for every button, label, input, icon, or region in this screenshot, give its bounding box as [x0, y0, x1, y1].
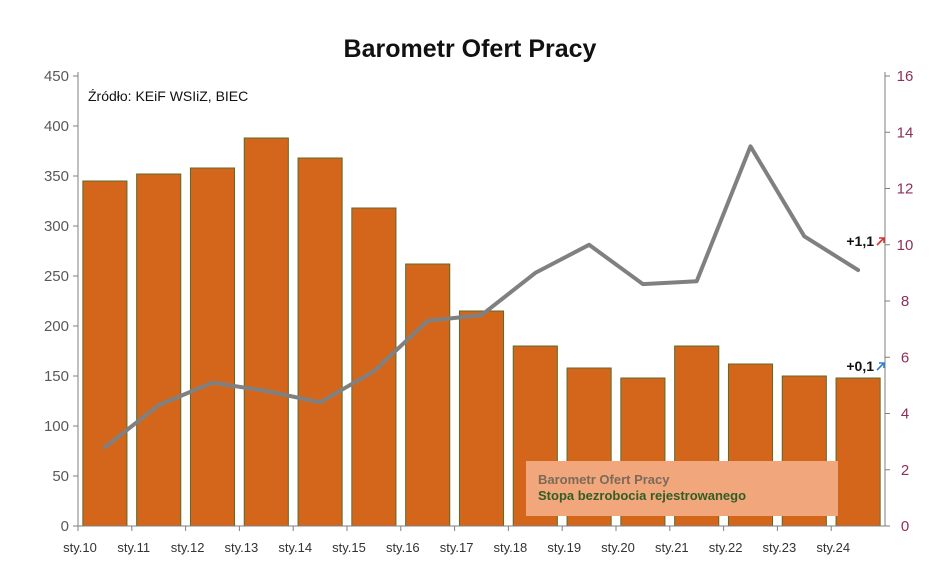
x-tick-label: sty.10 [63, 540, 97, 555]
annotation-unemployment: +1,1 [846, 233, 885, 249]
x-tick-label: sty.11 [117, 540, 150, 555]
x-tick-label: sty.14 [278, 540, 312, 555]
y-left-tick-label: 100 [44, 418, 69, 435]
y-left-tick-labels: 0 50 100 150 200 250 300 350 400 450 [44, 68, 78, 535]
y-right-tick-label: 2 [901, 462, 909, 479]
y-right-tick-label: 8 [901, 293, 909, 310]
x-tick-label: sty.23 [763, 540, 797, 555]
y-right-tick-label: 4 [901, 406, 909, 423]
x-tick-label: sty.13 [225, 540, 259, 555]
legend-item-barometer: Barometr Ofert Pracy [538, 472, 670, 487]
bar [243, 137, 289, 527]
bar [835, 377, 881, 527]
legend-box [526, 461, 838, 516]
x-tick-label: sty.12 [171, 540, 205, 555]
bar [136, 173, 182, 527]
bar [351, 207, 397, 527]
x-tick-label: sty.15 [332, 540, 366, 555]
y-left-tick-label: 350 [44, 168, 69, 185]
x-tick-label: sty.22 [709, 540, 743, 555]
x-tick-labels: sty.10 sty.11 sty.12 sty.13 sty.14 sty.15 sty.… [63, 526, 850, 555]
chart-title: Barometr Ofert Pracy [344, 35, 597, 63]
y-left-tick-label: 50 [52, 468, 69, 485]
y-right-tick-label: 0 [901, 518, 909, 535]
annotation-barometer: +0,1 [846, 358, 885, 374]
legend: Barometr Ofert Pracy Stopa bezrobocia re… [526, 461, 838, 516]
bar [189, 167, 236, 527]
x-tick-label: sty.18 [494, 540, 528, 555]
y-left-tick-label: 400 [44, 118, 69, 135]
bar [405, 263, 451, 527]
y-right-tick-label: 10 [897, 237, 914, 254]
y-right-tick-label: 16 [897, 68, 914, 85]
y-left-tick-label: 300 [44, 218, 69, 235]
legend-item-unemployment: Stopa bezrobocia rejestrowanego [538, 488, 746, 503]
y-right-tick-label: 14 [897, 124, 914, 141]
source-label: Źródło: KEiF WSIiZ, BIEC [88, 88, 248, 104]
bar [458, 310, 505, 527]
arrow-up-icon [876, 237, 885, 246]
y-left-tick-label: 200 [44, 318, 69, 335]
annotation-barometer-label: +0,1 [846, 358, 874, 374]
x-tick-label: sty.24 [816, 540, 850, 555]
y-right-tick-label: 6 [901, 349, 909, 366]
annotation-unemployment-label: +1,1 [846, 233, 874, 249]
y-right-tick-labels: 0 2 4 6 8 10 12 14 16 [885, 68, 913, 535]
x-tick-label: sty.21 [655, 540, 689, 555]
bar [82, 180, 128, 527]
x-tick-label: sty.16 [386, 540, 420, 555]
x-tick-label: sty.20 [601, 540, 635, 555]
bar-series [82, 137, 881, 527]
y-left-tick-label: 250 [44, 268, 69, 285]
y-left-tick-label: 450 [44, 68, 69, 85]
unemployment-line [102, 144, 861, 450]
x-tick-label: sty.19 [547, 540, 581, 555]
bar [297, 157, 343, 527]
y-left-tick-label: 0 [61, 518, 69, 535]
x-tick-label: sty.17 [440, 540, 474, 555]
arrow-up-icon [876, 362, 885, 371]
y-left-tick-label: 150 [44, 368, 69, 385]
y-right-tick-label: 12 [897, 181, 914, 198]
